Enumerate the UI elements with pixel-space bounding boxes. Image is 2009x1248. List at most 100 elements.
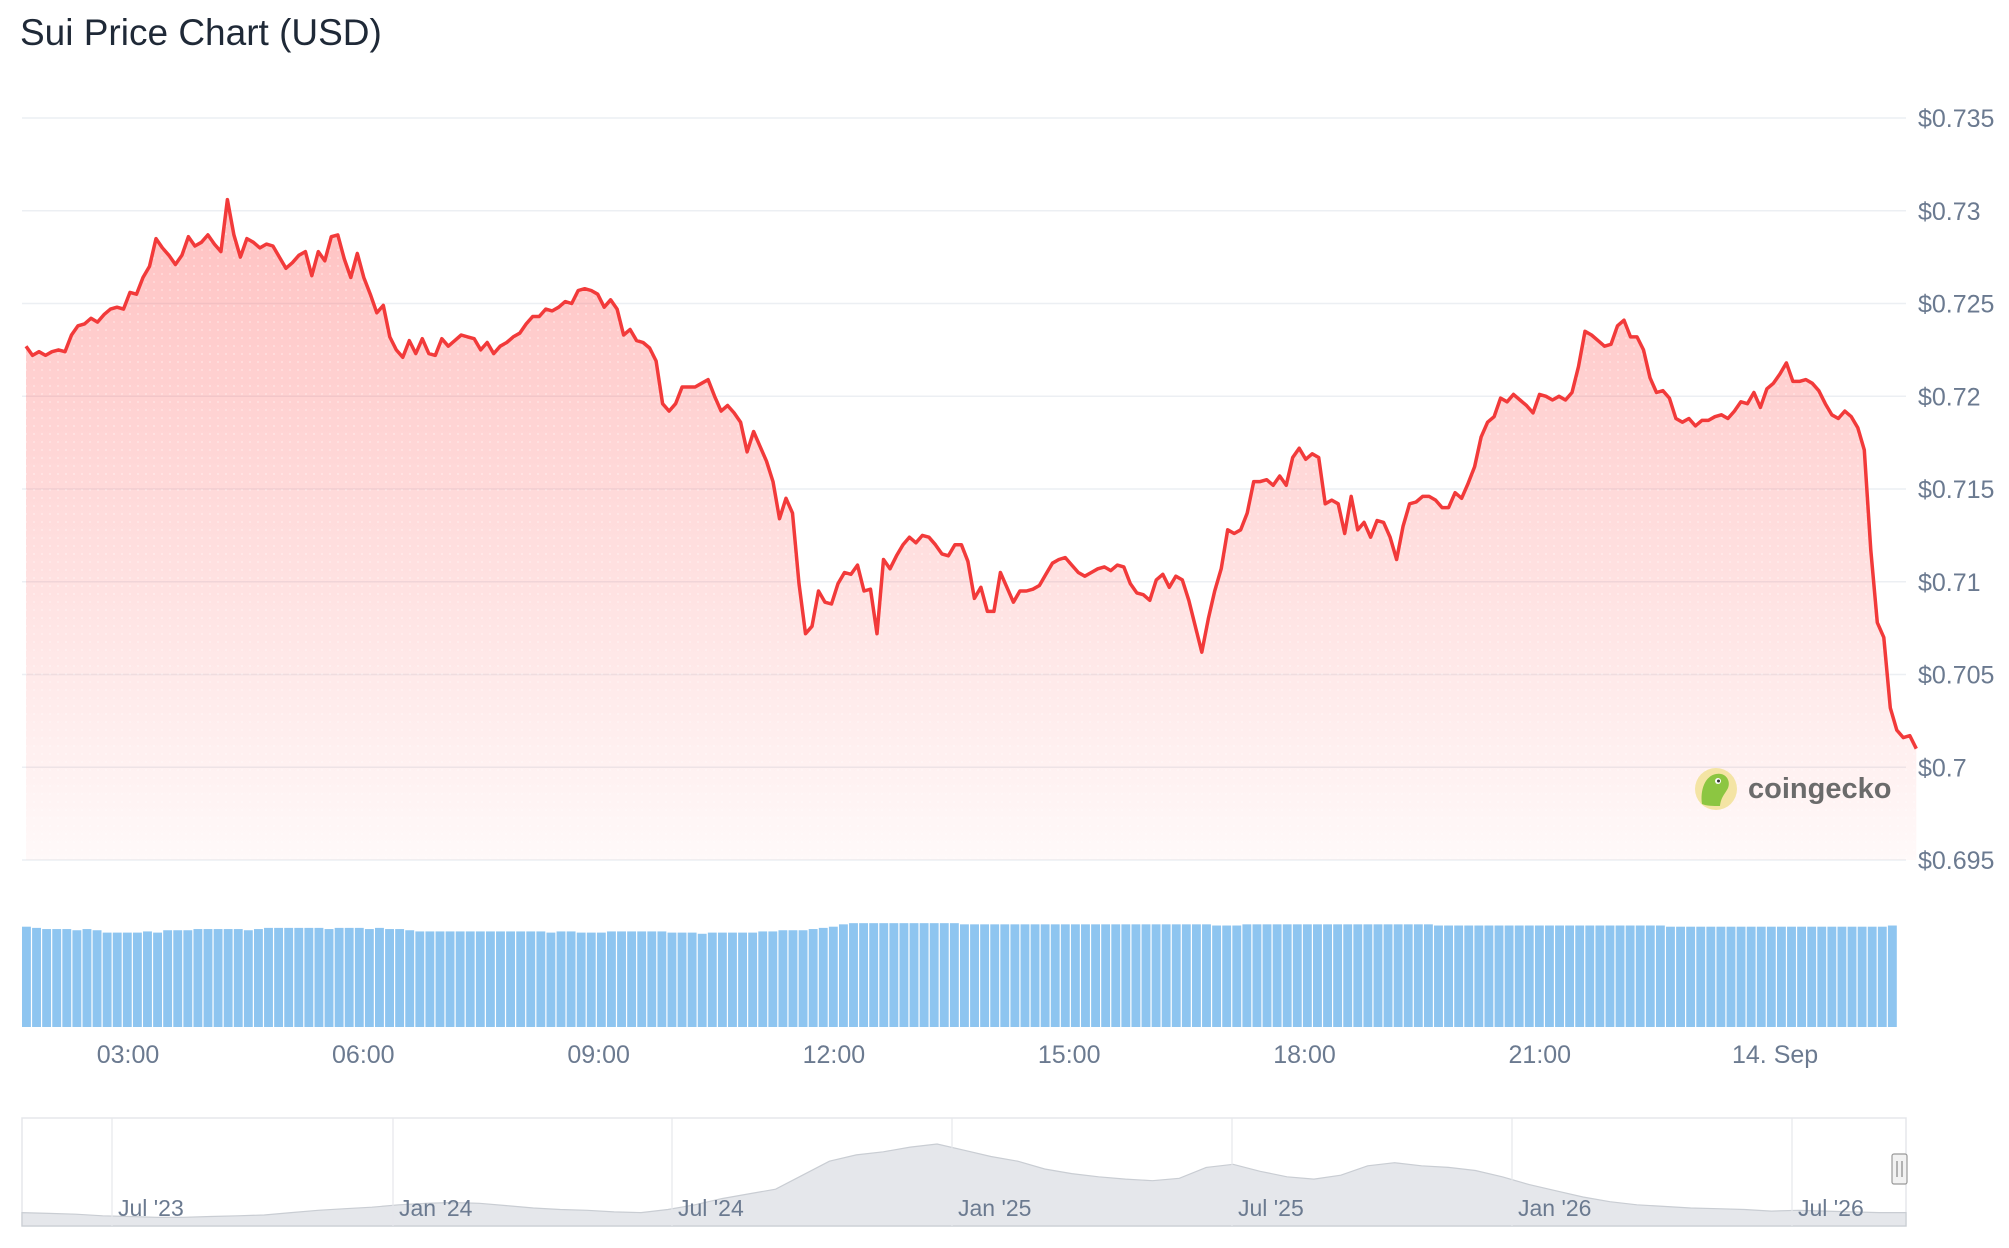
volume-bar: [203, 929, 213, 1027]
volume-bar: [889, 923, 899, 1027]
volume-bar: [1050, 924, 1060, 1027]
volume-bar: [72, 930, 82, 1027]
volume-bar: [1272, 924, 1282, 1027]
volume-bar: [1676, 926, 1685, 1027]
volume-bar: [526, 931, 536, 1027]
volume-bar: [1827, 926, 1837, 1027]
volume-bar: [1181, 924, 1191, 1027]
volume-bar: [1262, 924, 1272, 1027]
volume-bar: [1585, 925, 1595, 1027]
volume-bar: [62, 929, 72, 1027]
volume-bar: [717, 932, 727, 1027]
volume-bar: [1091, 924, 1101, 1027]
volume-bar: [1060, 924, 1070, 1027]
x-tick-label: 12:00: [803, 1041, 866, 1069]
volume-bar: [748, 932, 758, 1027]
volume-bar: [344, 927, 354, 1027]
volume-bar: [253, 929, 263, 1027]
volume-bar: [42, 929, 52, 1027]
volume-bar: [768, 931, 778, 1027]
volume-bar: [1544, 925, 1554, 1027]
volume-bar: [536, 931, 546, 1027]
volume-bar: [1766, 926, 1776, 1027]
volume-bar: [1736, 926, 1746, 1027]
volume-bar: [828, 926, 838, 1027]
volume-bar: [1867, 926, 1877, 1027]
volume-bar: [1716, 926, 1726, 1027]
y-tick-label: $0.72: [1918, 383, 1981, 411]
volume-bar: [1393, 924, 1403, 1027]
navigator[interactable]: Jul '23 Jan '24 Jul '24 Jan '25 Jul '25 Jan '…: [21, 1117, 1908, 1227]
price-line[interactable]: [24, 197, 1918, 750]
volume-bar: [869, 923, 879, 1027]
volume-bar: [667, 932, 677, 1027]
volume-bar: [1413, 924, 1423, 1027]
volume-bar: [1323, 924, 1332, 1027]
volume-bar: [375, 927, 384, 1027]
volume-bar: [970, 924, 979, 1027]
volume-bar: [132, 932, 142, 1027]
volume-bar: [1302, 924, 1312, 1027]
volume-bar: [1706, 926, 1716, 1027]
volume-bar: [849, 923, 858, 1027]
volume-bar: [1161, 924, 1171, 1027]
volume-bar: [1151, 924, 1161, 1027]
volume-bar: [304, 927, 314, 1027]
volume-bar: [274, 927, 284, 1027]
volume-bar: [788, 930, 798, 1027]
volume-bar: [1504, 925, 1514, 1027]
navigator-tick-label: Jul '23: [118, 1195, 184, 1221]
volume-bar: [818, 927, 828, 1027]
y-tick-label: $0.705: [1918, 662, 1994, 690]
volume-bar: [455, 931, 465, 1027]
volume-bar: [1121, 924, 1131, 1027]
volume-bar: [1807, 926, 1817, 1027]
y-tick-label: $0.715: [1918, 476, 1994, 504]
x-tick-label: 09:00: [567, 1041, 630, 1069]
volume-bar: [576, 932, 586, 1027]
volume-bar: [1655, 925, 1665, 1027]
y-tick-label: $0.7: [1918, 754, 1967, 782]
volume-bar: [385, 929, 394, 1027]
navigator-handle[interactable]: [1891, 1153, 1908, 1185]
volume-bar: [556, 931, 566, 1027]
y-tick-label: $0.725: [1918, 291, 1994, 319]
volume-bar: [405, 930, 415, 1027]
volume-bar: [415, 931, 425, 1027]
volume-bar: [1887, 925, 1897, 1027]
volume-bar: [243, 930, 253, 1027]
volume-bar: [1595, 925, 1605, 1027]
volume-bar: [738, 932, 747, 1027]
volume-bar: [798, 930, 808, 1027]
volume-bar: [264, 927, 273, 1027]
volume-bar: [596, 932, 606, 1027]
x-tick-label: 06:00: [332, 1041, 395, 1069]
volume-bar: [808, 929, 818, 1027]
volume-bar: [1514, 925, 1524, 1027]
x-tick-label: 21:00: [1509, 1041, 1572, 1069]
volume-bar: [1696, 926, 1706, 1027]
volume-bar: [758, 931, 768, 1027]
volume-bar: [1575, 925, 1585, 1027]
navigator-tick-label: Jul '24: [678, 1195, 744, 1221]
volume-bar: [1746, 926, 1756, 1027]
volume-bar: [52, 929, 62, 1027]
volume-bar: [637, 931, 647, 1027]
volume-bar: [364, 929, 374, 1027]
volume-bar: [1454, 925, 1464, 1027]
volume-bar: [1464, 925, 1474, 1027]
volume-bar: [92, 930, 102, 1027]
price-area-layer: [24, 197, 1918, 861]
volume-bar: [1756, 926, 1766, 1027]
navigator-tick-label: Jul '25: [1238, 1195, 1304, 1221]
volume-bar: [153, 932, 163, 1027]
y-tick-label: $0.71: [1918, 569, 1981, 597]
volume-bar: [1434, 925, 1443, 1027]
volume-bar: [112, 932, 122, 1027]
navigator-area: [21, 1143, 1907, 1227]
volume-bar: [1534, 925, 1544, 1027]
volume-bar: [1625, 925, 1635, 1027]
volume-bar: [627, 931, 637, 1027]
volume-bar: [485, 931, 495, 1027]
volume-bar: [1877, 926, 1887, 1027]
